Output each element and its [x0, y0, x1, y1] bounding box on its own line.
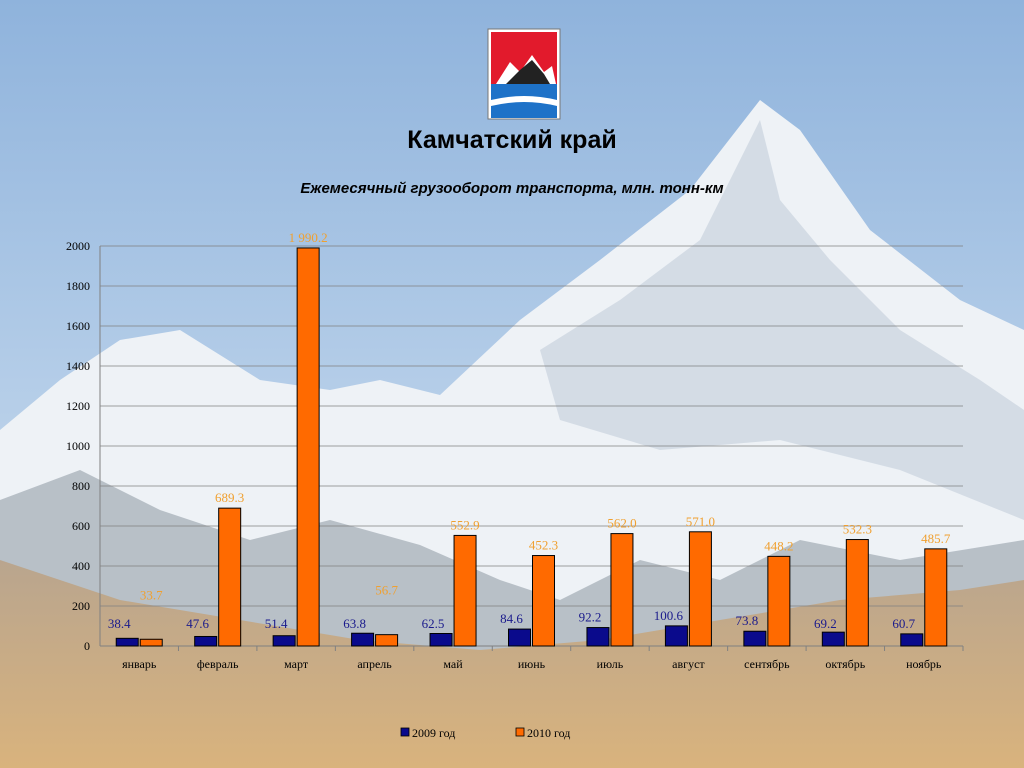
- chart-legend: 2009 год 2010 год: [400, 726, 570, 740]
- bar-2009: [351, 632, 375, 647]
- y-tick-label: 0: [84, 639, 90, 653]
- x-axis: январь февраль март апрель май июнь июль август…: [122, 646, 964, 671]
- y-tick-label: 1800: [66, 279, 90, 293]
- bar-2010: [375, 634, 399, 647]
- bar-2009: [508, 628, 531, 647]
- data-label-2010: 1 990.2: [289, 230, 328, 245]
- data-labels: 38.4 33.7 47.6 689.3 51.4 1 990.2 63.8 56.7 62.5…: [108, 230, 951, 631]
- bar-2010: [924, 548, 948, 647]
- y-tick-label: 400: [72, 559, 90, 573]
- data-label-2010: 33.7: [140, 587, 163, 602]
- y-tick-label: 2000: [66, 239, 90, 253]
- data-label-2009: 38.4: [108, 616, 131, 631]
- bar-2010: [139, 638, 163, 647]
- bar-2010: [218, 507, 242, 647]
- x-tick-label: май: [443, 657, 463, 671]
- y-tick-label: 200: [72, 599, 90, 613]
- data-label-2009: 73.8: [735, 613, 758, 628]
- data-label-2009: 69.2: [814, 616, 837, 631]
- data-label-2010: 552.9: [450, 517, 479, 532]
- bar-2010: [532, 555, 555, 647]
- data-label-2009: 84.6: [500, 611, 523, 626]
- data-label-2009: 62.5: [422, 616, 445, 631]
- bar-2010: [296, 247, 320, 647]
- bar-2010: [453, 534, 477, 647]
- bar-2009: [664, 625, 688, 647]
- y-tick-label: 600: [72, 519, 90, 533]
- x-tick-label: июнь: [518, 657, 546, 671]
- legend-swatch-2010: [515, 727, 525, 737]
- y-tick-label: 1600: [66, 319, 90, 333]
- y-tick-label: 1200: [66, 399, 90, 413]
- data-label-2009: 100.6: [654, 608, 684, 623]
- x-tick-label: февраль: [197, 657, 239, 671]
- x-tick-label: июль: [597, 657, 624, 671]
- y-tick-label: 800: [72, 479, 90, 493]
- x-tick-label: сентябрь: [744, 657, 790, 671]
- chart-gridlines: [100, 245, 963, 607]
- data-label-2010: 448.2: [764, 538, 793, 553]
- legend-label-2010: 2010 год: [527, 726, 570, 740]
- bar-2009: [272, 635, 296, 647]
- data-label-2010: 452.3: [529, 538, 558, 553]
- x-tick-label: март: [284, 657, 309, 671]
- bar-2009: [115, 637, 139, 647]
- bar-2010: [767, 555, 791, 647]
- bar-2009: [586, 627, 610, 647]
- x-tick-label: январь: [122, 657, 157, 671]
- data-label-2010: 689.3: [215, 490, 244, 505]
- data-label-2009: 92.2: [579, 610, 602, 625]
- data-label-2009: 63.8: [343, 616, 366, 631]
- data-label-2010: 571.0: [686, 514, 715, 529]
- x-tick-label: ноябрь: [906, 657, 942, 671]
- data-label-2010: 485.7: [921, 531, 951, 546]
- x-tick-label: август: [672, 657, 705, 671]
- chart-bars: [115, 247, 948, 647]
- bar-2010: [845, 539, 869, 647]
- bar-2009: [821, 631, 845, 647]
- chart-subtitle: Ежемесячный грузооборот транспорта, млн.…: [300, 180, 724, 197]
- data-label-2009: 60.7: [892, 616, 915, 631]
- x-tick-label: октябрь: [825, 657, 865, 671]
- data-label-2010: 56.7: [375, 583, 398, 598]
- data-label-2010: 562.0: [607, 516, 636, 531]
- y-axis: 0 200 400 600 800 1000 1200 1400 1600 1800 2000: [66, 239, 963, 653]
- coat-of-arms-logo: [487, 28, 561, 120]
- bar-2010: [688, 531, 712, 647]
- bar-2009: [429, 633, 453, 647]
- slide-title: Камчатский край: [407, 126, 617, 154]
- bar-2009: [900, 633, 924, 647]
- data-label-2009: 47.6: [186, 616, 209, 631]
- bar-2009: [194, 635, 218, 647]
- legend-label-2009: 2009 год: [412, 726, 455, 740]
- x-tick-label: апрель: [357, 657, 392, 671]
- bar-2009: [743, 630, 767, 647]
- legend-swatch-2009: [400, 727, 410, 737]
- data-label-2010: 532.3: [843, 522, 872, 537]
- y-tick-label: 1400: [66, 359, 90, 373]
- y-tick-label: 1000: [66, 439, 90, 453]
- bar-2010: [610, 533, 634, 647]
- data-label-2009: 51.4: [265, 616, 288, 631]
